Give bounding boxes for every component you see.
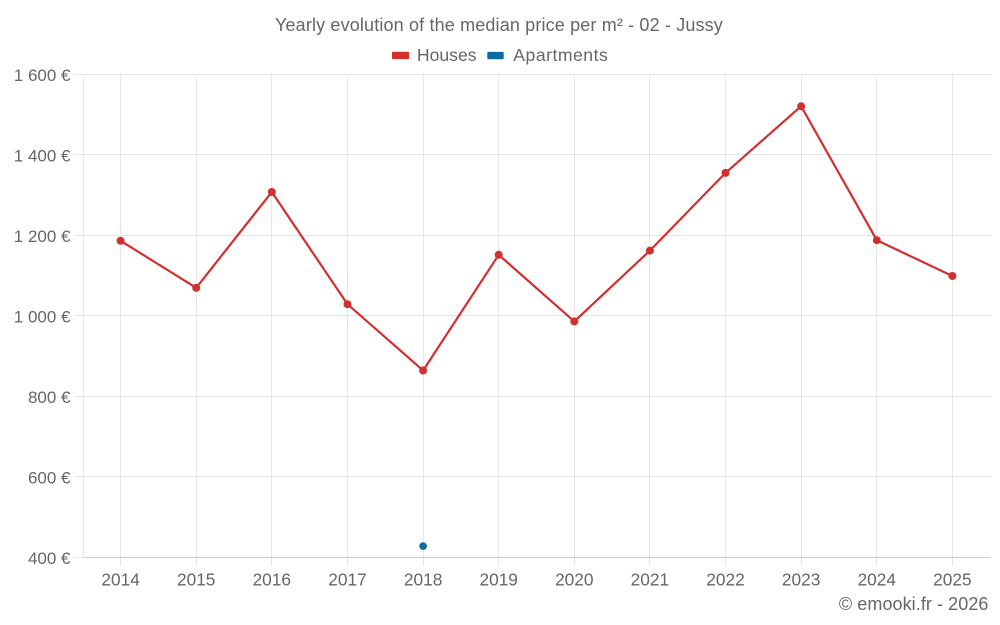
svg-text:2021: 2021	[631, 569, 669, 589]
svg-text:Houses: Houses	[417, 45, 477, 65]
svg-text:1 400 €: 1 400 €	[14, 146, 71, 165]
svg-text:2014: 2014	[101, 569, 140, 589]
svg-text:2018: 2018	[404, 569, 442, 589]
svg-text:© emooki.fr - 2026: © emooki.fr - 2026	[839, 594, 989, 614]
svg-text:2017: 2017	[328, 569, 366, 589]
svg-text:2020: 2020	[555, 569, 593, 589]
svg-text:Yearly evolution of the median: Yearly evolution of the median price per…	[275, 15, 723, 35]
svg-text:2016: 2016	[253, 569, 291, 589]
svg-text:2025: 2025	[933, 569, 971, 589]
svg-text:Apartments: Apartments	[513, 45, 608, 65]
svg-text:2023: 2023	[782, 569, 820, 589]
svg-text:600 €: 600 €	[28, 469, 71, 488]
svg-text:2024: 2024	[858, 569, 897, 589]
svg-text:400 €: 400 €	[28, 549, 71, 568]
svg-text:1 200 €: 1 200 €	[14, 227, 71, 246]
svg-text:2022: 2022	[706, 569, 744, 589]
svg-text:800 €: 800 €	[28, 388, 71, 407]
svg-text:1 600 €: 1 600 €	[14, 66, 71, 85]
svg-text:2015: 2015	[177, 569, 215, 589]
svg-text:1 000 €: 1 000 €	[14, 307, 71, 326]
svg-text:2019: 2019	[479, 569, 517, 589]
